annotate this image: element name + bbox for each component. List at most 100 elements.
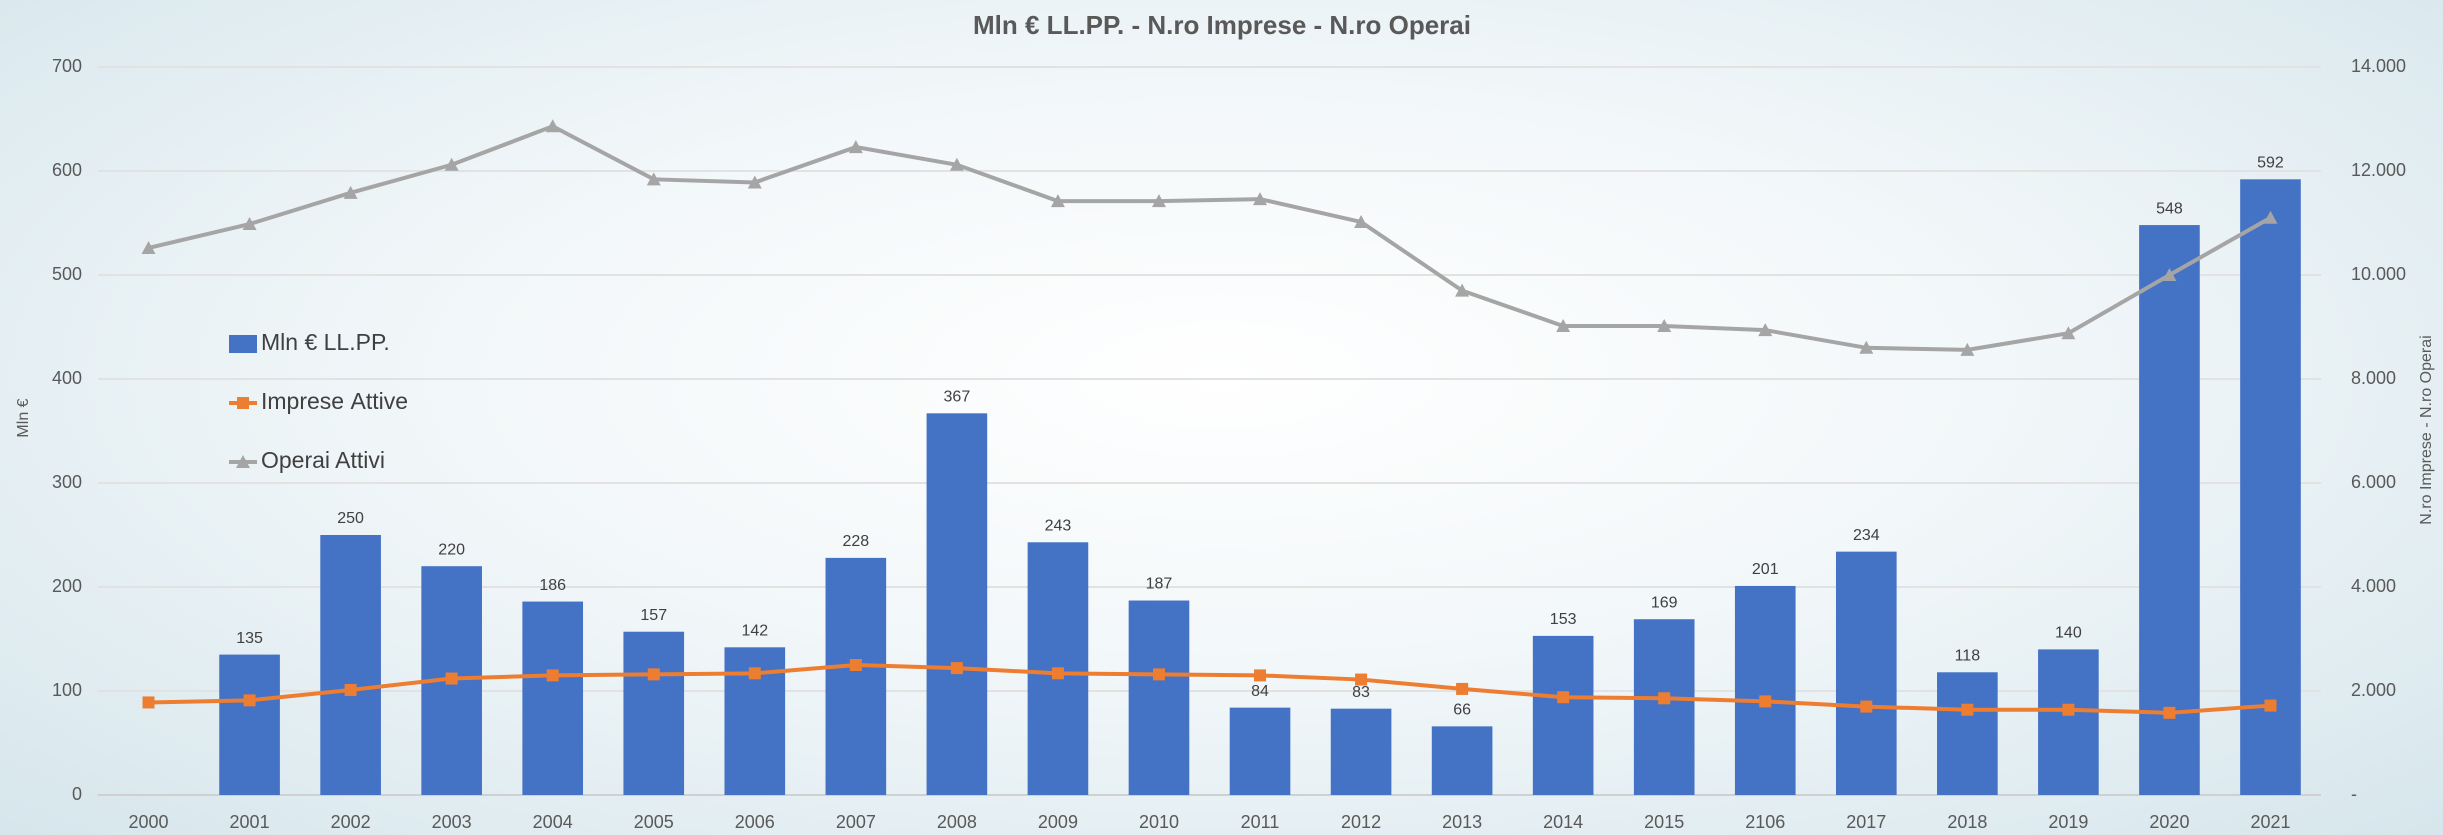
x-tick-label: 2010 <box>1139 812 1179 832</box>
x-tick-label: 2011 <box>1241 812 1280 832</box>
legend-swatch <box>236 455 250 468</box>
bar <box>1330 708 1392 795</box>
data-label: 140 <box>2055 625 2082 642</box>
y-tick-label: 600 <box>52 160 82 180</box>
data-label: 228 <box>842 533 869 550</box>
marker <box>1657 318 1672 332</box>
y2-axis-title: N.ro Imprese - N.ro Operai <box>2418 335 2435 524</box>
y-tick-label: 100 <box>52 680 82 700</box>
x-tick-label: 2002 <box>331 812 371 832</box>
marker <box>1860 700 1873 713</box>
data-label: 169 <box>1651 594 1678 611</box>
y2-tick-label: 14.000 <box>2351 56 2406 76</box>
legend-label: Impresе Attive <box>261 388 408 414</box>
data-label: 118 <box>1955 647 1981 664</box>
marker <box>1758 323 1773 337</box>
bar <box>1532 635 1594 795</box>
x-tick-label: 2004 <box>533 812 573 832</box>
marker <box>2264 699 2277 712</box>
marker <box>344 683 357 696</box>
bar <box>825 557 887 795</box>
y2-tick-label: - <box>2351 784 2357 804</box>
bar <box>2139 225 2200 795</box>
x-tick-label: 2013 <box>1442 812 1482 832</box>
bar <box>1835 551 1897 795</box>
marker <box>445 672 458 685</box>
y-tick-label: 400 <box>52 368 82 388</box>
bar <box>1937 672 1998 795</box>
marker <box>1759 695 1772 708</box>
x-tick-label: 2005 <box>634 812 674 832</box>
data-label: 83 <box>1352 684 1370 701</box>
marker <box>242 217 257 231</box>
y2-tick-label: 4.000 <box>2351 576 2396 596</box>
marker <box>848 140 863 154</box>
y2-tick-label: 2.000 <box>2351 680 2396 700</box>
marker <box>1050 194 1065 208</box>
marker <box>2263 210 2278 224</box>
bar <box>2240 179 2301 795</box>
data-label: 243 <box>1045 517 1072 534</box>
y2-tick-label: 12.000 <box>2351 160 2406 180</box>
bar <box>2038 649 2099 795</box>
x-tick-label: 2003 <box>432 812 472 832</box>
bar <box>1229 707 1291 795</box>
marker <box>1354 214 1369 228</box>
marker <box>1455 283 1470 297</box>
marker <box>1254 669 1267 682</box>
x-tick-label: 2007 <box>836 812 876 832</box>
y-tick-label: 300 <box>52 472 82 492</box>
bar <box>1431 726 1493 795</box>
y-axis-title: Mln € <box>15 398 32 437</box>
marker <box>1051 667 1064 680</box>
marker <box>1152 668 1165 681</box>
x-tick-label: 2106 <box>1745 812 1785 832</box>
marker <box>343 185 358 199</box>
y-tick-label: 500 <box>52 264 82 284</box>
legend-swatch <box>229 335 257 353</box>
marker <box>748 667 761 680</box>
x-tick-label: 2020 <box>2149 812 2189 832</box>
data-label: 153 <box>1550 611 1577 628</box>
legend-swatch <box>237 397 249 409</box>
data-label: 187 <box>1146 576 1173 593</box>
data-label: 157 <box>640 607 667 624</box>
line <box>148 662 2271 715</box>
y-tick-label: 200 <box>52 576 82 596</box>
y2-tick-label: 6.000 <box>2351 472 2396 492</box>
y2-tick-label: 8.000 <box>2351 368 2396 388</box>
marker <box>142 696 155 709</box>
marker <box>747 175 762 189</box>
bar <box>522 601 584 795</box>
bar <box>219 654 280 795</box>
marker <box>243 694 256 707</box>
x-tick-label: 2006 <box>735 812 775 832</box>
marker <box>646 172 661 186</box>
marker <box>2061 326 2076 340</box>
x-tick-label: 2014 <box>1543 812 1583 832</box>
legend-label: Operai Attivi <box>261 447 385 473</box>
data-label: 548 <box>2156 200 2183 217</box>
data-label: 84 <box>1251 683 1269 700</box>
x-tick-label: 2015 <box>1644 812 1684 832</box>
data-label: 592 <box>2257 155 2284 172</box>
y-tick-label: 700 <box>52 56 82 76</box>
marker <box>849 659 862 671</box>
marker <box>1960 342 1975 356</box>
marker <box>647 668 660 681</box>
bar <box>320 535 381 795</box>
data-label: 367 <box>944 389 971 406</box>
bar <box>1128 600 1190 795</box>
bar <box>926 413 988 795</box>
data-label: 220 <box>438 541 465 558</box>
x-tick-label: 2000 <box>128 812 168 832</box>
x-tick-label: 2018 <box>1947 812 1987 832</box>
marker <box>545 119 560 133</box>
data-label: 234 <box>1853 527 1880 544</box>
data-label: 142 <box>741 623 768 640</box>
x-tick-label: 2012 <box>1341 812 1381 832</box>
y2-tick-label: 10.000 <box>2351 264 2406 284</box>
data-label: 135 <box>236 630 263 647</box>
marker <box>141 240 156 254</box>
